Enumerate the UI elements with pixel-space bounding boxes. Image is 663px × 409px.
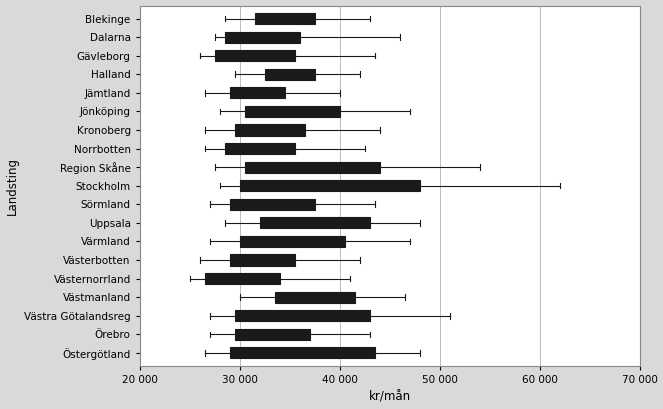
PathPatch shape xyxy=(245,162,380,173)
PathPatch shape xyxy=(235,310,370,321)
PathPatch shape xyxy=(215,50,294,61)
PathPatch shape xyxy=(240,236,345,247)
PathPatch shape xyxy=(235,124,305,135)
PathPatch shape xyxy=(229,254,294,265)
PathPatch shape xyxy=(229,199,315,210)
PathPatch shape xyxy=(225,31,300,43)
PathPatch shape xyxy=(260,217,370,228)
PathPatch shape xyxy=(229,87,284,99)
PathPatch shape xyxy=(255,13,315,24)
PathPatch shape xyxy=(245,106,339,117)
PathPatch shape xyxy=(274,292,355,303)
PathPatch shape xyxy=(225,143,294,154)
PathPatch shape xyxy=(229,347,375,358)
PathPatch shape xyxy=(240,180,420,191)
PathPatch shape xyxy=(205,273,280,284)
PathPatch shape xyxy=(235,329,310,340)
PathPatch shape xyxy=(265,69,315,80)
Y-axis label: Landsting: Landsting xyxy=(5,157,19,215)
X-axis label: kr/mån: kr/mån xyxy=(369,391,410,403)
